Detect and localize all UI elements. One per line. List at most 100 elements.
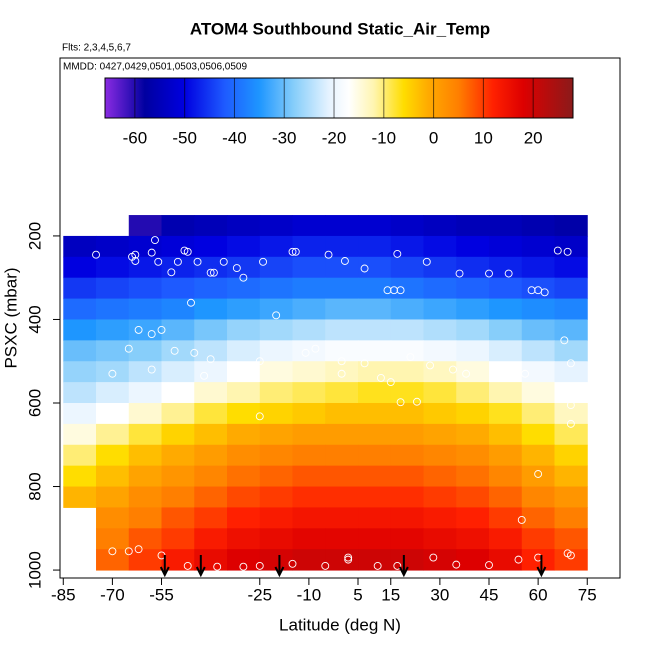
heat-cell	[63, 256, 97, 279]
heat-cell	[456, 382, 490, 404]
heat-cell	[358, 507, 392, 529]
heat-cell	[325, 465, 359, 488]
heat-cell	[227, 319, 261, 341]
colorbar-tick-label: -60	[123, 128, 148, 147]
heat-cell	[423, 402, 457, 425]
heat-cell	[63, 465, 97, 488]
heat-cell	[161, 361, 195, 383]
heat-cell	[554, 319, 588, 341]
heat-cell	[96, 340, 130, 362]
heat-cell	[227, 444, 261, 467]
heat-cell	[194, 423, 228, 446]
heat-cell	[554, 528, 588, 550]
heat-cell	[489, 507, 523, 529]
arrow	[398, 555, 409, 578]
heat-cell	[194, 277, 228, 300]
flight-point	[449, 365, 457, 374]
heat-cell	[292, 298, 326, 320]
heat-cell	[423, 465, 457, 488]
heat-cell	[63, 340, 97, 362]
flight-point	[134, 545, 143, 554]
heat-cell	[292, 256, 326, 279]
flight-point	[206, 268, 215, 277]
heat-cell	[161, 507, 195, 529]
flight-point	[566, 551, 575, 560]
heat-cell	[259, 340, 294, 362]
heat-cell	[554, 215, 588, 237]
heat-cell	[554, 277, 588, 300]
heat-cell	[161, 382, 195, 404]
heat-cell	[259, 319, 294, 341]
flight-point	[187, 298, 195, 307]
flight-point	[193, 257, 202, 266]
flight-point	[390, 286, 398, 295]
heat-cell	[96, 361, 130, 383]
heat-cell	[489, 256, 523, 279]
heat-cell	[554, 361, 588, 383]
colorbar-tick-label: -20	[322, 128, 347, 147]
flight-point	[134, 325, 143, 334]
heat-cell	[390, 361, 425, 383]
arrow	[159, 555, 170, 578]
heat-cell	[325, 277, 359, 300]
heat-cell	[489, 444, 523, 467]
flight-point	[157, 325, 166, 334]
heat-cell	[521, 277, 556, 300]
heat-cell	[63, 444, 97, 467]
heat-cell	[423, 277, 457, 300]
heat-cell	[521, 549, 556, 571]
heat-cell	[390, 528, 425, 550]
heat-cell	[521, 465, 556, 488]
heat-cell	[390, 298, 425, 320]
heat-cell	[358, 444, 392, 467]
heat-cell	[423, 340, 457, 362]
heat-cell	[227, 215, 261, 237]
heat-cell	[161, 444, 195, 467]
heat-cell	[161, 277, 195, 300]
flight-point	[393, 249, 402, 258]
heat-cell	[423, 298, 457, 320]
flight-point	[321, 561, 330, 570]
plot-frame	[59, 57, 621, 579]
heat-cell	[521, 235, 556, 258]
heat-cell	[489, 298, 523, 320]
flight-point	[566, 419, 575, 428]
flight-point	[396, 398, 405, 407]
heat-cell	[63, 423, 97, 446]
x-tick-label: -85	[51, 585, 76, 604]
heat-cell	[325, 361, 359, 383]
flight-point	[452, 560, 461, 569]
heat-cell	[358, 256, 392, 279]
heat-cell	[227, 507, 261, 529]
heat-cell	[161, 528, 195, 550]
heat-cell	[325, 402, 359, 425]
flight-point	[517, 515, 526, 524]
heat-cell	[423, 549, 457, 571]
colorbar-tick-label: -30	[272, 128, 297, 147]
flight-point	[200, 371, 209, 380]
heat-cell	[325, 340, 359, 362]
heat-cell	[423, 382, 457, 404]
flight-point	[485, 561, 493, 570]
flight-point	[190, 348, 199, 357]
heat-cell	[358, 423, 392, 446]
x-tick-label: -70	[100, 585, 125, 604]
flight-point	[239, 562, 248, 571]
heat-cell	[521, 256, 556, 279]
heat-cell	[521, 298, 556, 320]
heat-cell	[259, 549, 294, 571]
heat-cell	[489, 528, 523, 550]
flight-point	[344, 553, 353, 562]
flight-point	[147, 365, 156, 374]
heat-cell	[63, 319, 97, 341]
flight-point	[164, 382, 173, 391]
y-axis-label: PSXC (mbar)	[1, 267, 20, 368]
heat-cell	[292, 277, 326, 300]
heat-cell	[554, 423, 588, 446]
flight-point	[393, 561, 402, 570]
heat-cell	[96, 277, 130, 300]
heat-cell	[325, 298, 359, 320]
heat-cell	[194, 402, 228, 425]
heat-cell	[390, 215, 425, 237]
heat-cell	[325, 423, 359, 446]
